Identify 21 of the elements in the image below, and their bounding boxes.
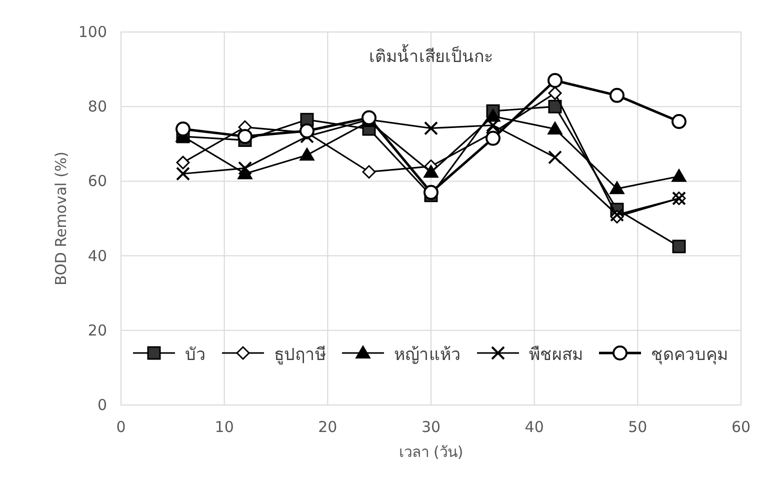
legend-label: หญ้าแห้ว bbox=[394, 345, 461, 365]
x-tick-label: 0 bbox=[116, 418, 126, 436]
legend-label: ธูปฤาษี bbox=[274, 345, 326, 365]
x-tick-label: 30 bbox=[421, 418, 441, 436]
y-tick-label: 0 bbox=[97, 396, 107, 414]
legend-label: พืชผสม bbox=[529, 345, 583, 365]
text: เติมน้ำเสียเป็นกะ bbox=[369, 44, 493, 67]
x-tick-label: 60 bbox=[731, 418, 751, 436]
y-axis-title: BOD Removal (%) bbox=[52, 152, 70, 286]
x-tick-label: 10 bbox=[214, 418, 234, 436]
legend-label: ชุดควบคุม bbox=[651, 345, 728, 365]
legend-label: บัว bbox=[185, 345, 206, 365]
x-tick-label: 50 bbox=[628, 418, 648, 436]
x-tick-label: 20 bbox=[318, 418, 338, 436]
y-tick-label: 100 bbox=[78, 23, 107, 41]
y-tick-label: 40 bbox=[88, 246, 107, 265]
y-tick-label: 80 bbox=[88, 98, 107, 116]
x-axis-title: เวลา (วัน) bbox=[398, 443, 464, 461]
y-tick-label: 20 bbox=[88, 321, 107, 340]
x-tick-label: 40 bbox=[524, 418, 544, 436]
y-tick-label: 60 bbox=[88, 172, 107, 190]
